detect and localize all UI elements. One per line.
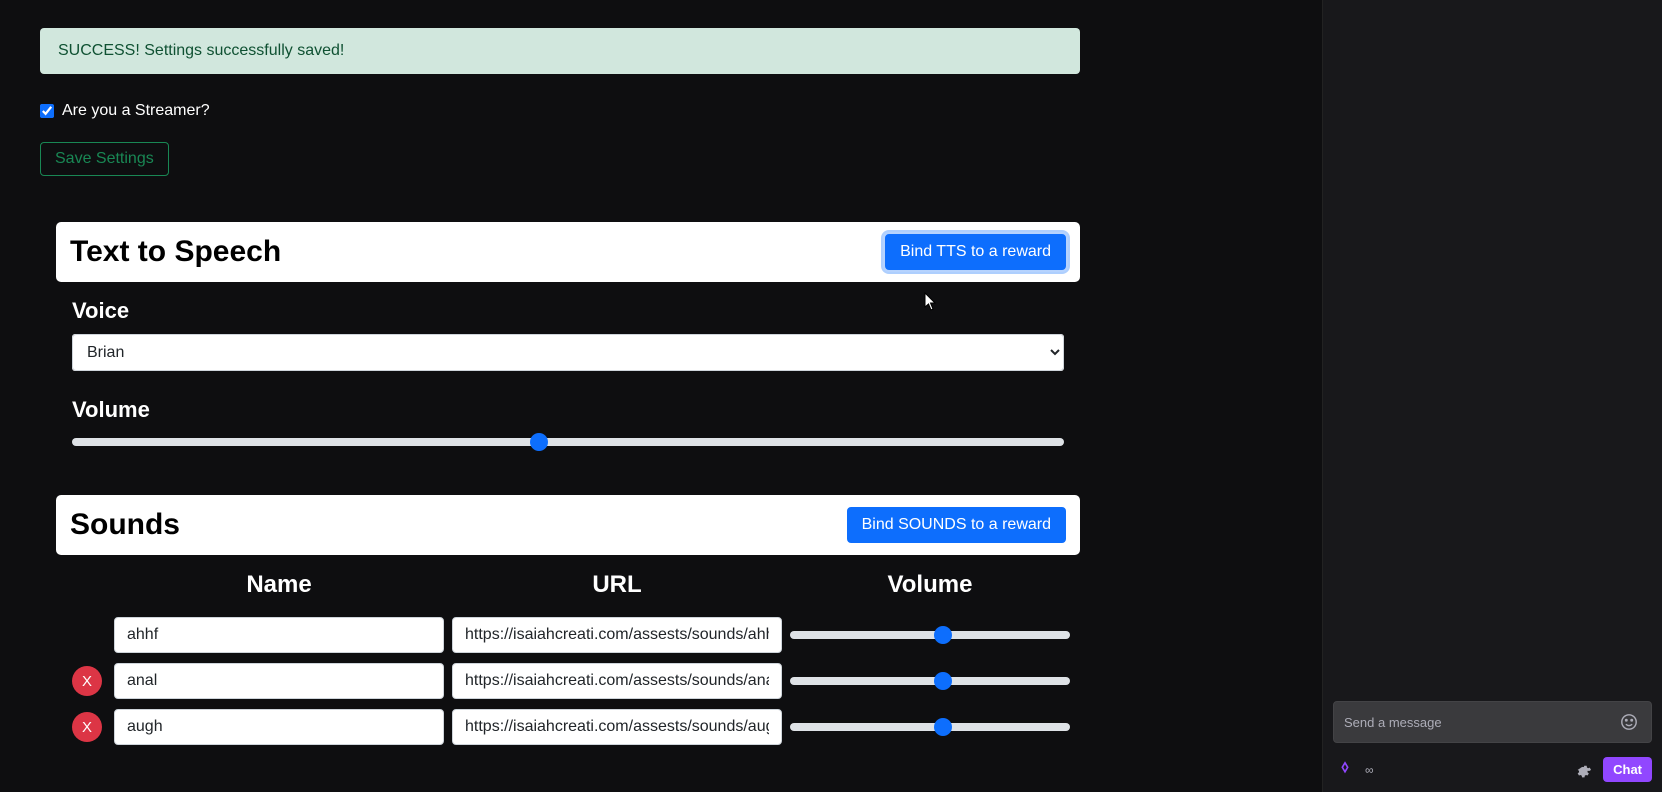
col-url: URL — [452, 571, 782, 599]
sound-name-input[interactable] — [114, 617, 444, 653]
tts-header: Text to Speech Bind TTS to a reward — [56, 222, 1080, 282]
tts-volume-slider[interactable] — [72, 438, 1064, 446]
success-alert: SUCCESS! Settings successfully saved! — [40, 28, 1080, 74]
sound-volume-slider[interactable] — [790, 631, 1070, 639]
chat-settings-icon[interactable] — [1571, 758, 1595, 782]
tts-title: Text to Speech — [70, 235, 281, 269]
sound-name-input[interactable] — [114, 663, 444, 699]
chat-placeholder: Send a message — [1344, 715, 1442, 730]
streamer-label: Are you a Streamer? — [62, 102, 210, 120]
bind-tts-button[interactable]: Bind TTS to a reward — [885, 234, 1066, 270]
col-volume: Volume — [790, 571, 1070, 599]
sound-url-input[interactable] — [452, 709, 782, 745]
delete-sound-button[interactable]: X — [72, 712, 102, 742]
sound-volume-slider[interactable] — [790, 677, 1070, 685]
sound-name-input[interactable] — [114, 709, 444, 745]
col-name: Name — [114, 571, 444, 599]
sound-row: X — [72, 709, 1064, 745]
sound-volume-slider[interactable] — [790, 723, 1070, 731]
bind-sounds-button[interactable]: Bind SOUNDS to a reward — [847, 507, 1066, 543]
chat-panel: Send a message ∞ Chat — [1322, 0, 1662, 792]
points-infinity: ∞ — [1365, 763, 1374, 777]
delete-sound-button[interactable]: X — [72, 666, 102, 696]
tts-volume-label: Volume — [72, 397, 1064, 423]
sounds-title: Sounds — [70, 508, 180, 542]
chat-input[interactable]: Send a message — [1333, 701, 1652, 743]
points-icon[interactable] — [1333, 758, 1357, 782]
sound-url-input[interactable] — [452, 663, 782, 699]
alert-text: SUCCESS! Settings successfully saved! — [58, 42, 344, 59]
chat-send-button[interactable]: Chat — [1603, 757, 1652, 782]
streamer-checkbox[interactable] — [40, 104, 54, 118]
sound-url-input[interactable] — [452, 617, 782, 653]
save-settings-button[interactable]: Save Settings — [40, 142, 169, 176]
voice-label: Voice — [72, 298, 1064, 324]
sound-row — [72, 617, 1064, 653]
sound-row: X — [72, 663, 1064, 699]
sounds-columns: Name URL Volume — [72, 571, 1064, 599]
emoji-icon[interactable] — [1617, 710, 1641, 734]
sounds-header: Sounds Bind SOUNDS to a reward — [56, 495, 1080, 555]
main-scroll-panel[interactable]: SUCCESS! Settings successfully saved! Ar… — [0, 0, 1322, 792]
voice-select[interactable]: Brian — [72, 334, 1064, 371]
